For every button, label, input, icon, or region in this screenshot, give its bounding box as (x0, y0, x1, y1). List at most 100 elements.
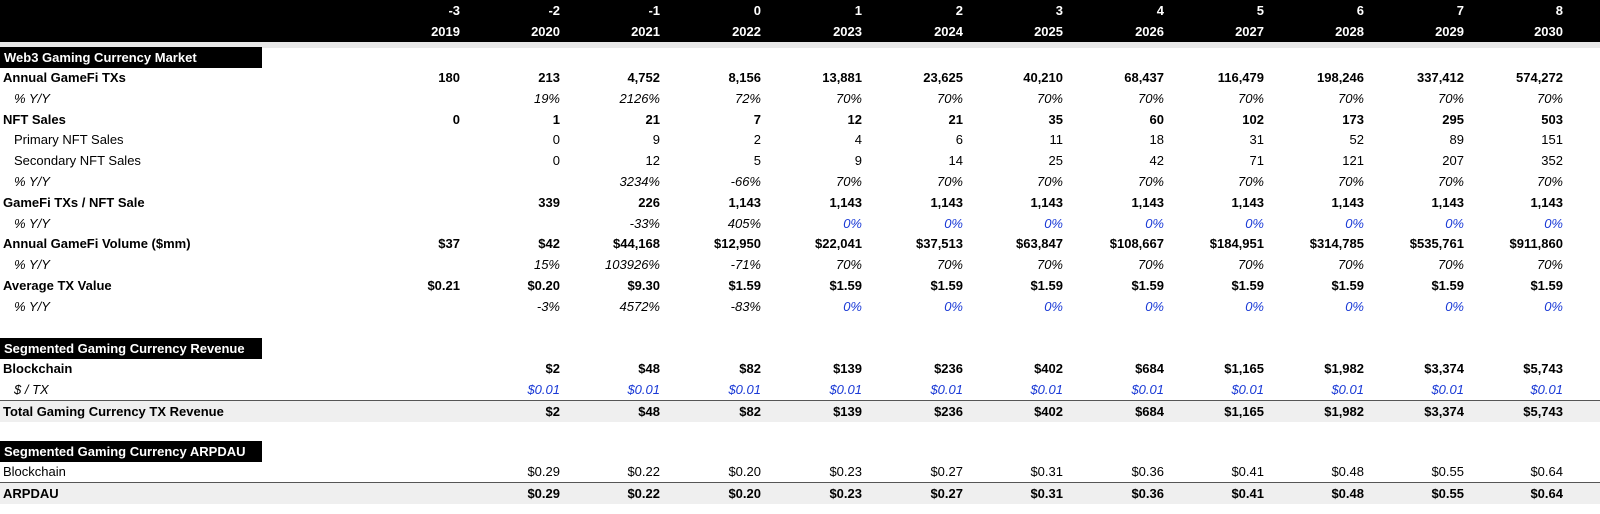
value-cell[interactable]: $0.01 (1431, 381, 1464, 397)
row-label[interactable]: Annual GameFi TXs (3, 70, 126, 85)
row-label[interactable]: Blockchain (3, 464, 66, 479)
value-cell[interactable]: $0.01 (1231, 381, 1264, 397)
value-cell[interactable]: 31 (1249, 132, 1264, 148)
value-cell[interactable]: $1.59 (1030, 278, 1063, 293)
value-cell[interactable]: $0.55 (1431, 464, 1464, 479)
value-cell[interactable] (365, 461, 460, 482)
value-cell[interactable]: $0.22 (627, 464, 660, 479)
header-year-cell[interactable]: 2023 (833, 24, 862, 39)
header-offset-cell[interactable]: -2 (548, 3, 560, 18)
value-cell[interactable]: 102 (1242, 111, 1264, 127)
header-year-cell[interactable]: 2022 (732, 24, 761, 39)
value-cell[interactable]: 21 (645, 111, 660, 127)
value-cell[interactable]: 0% (1544, 298, 1563, 314)
value-cell[interactable]: $0.01 (930, 381, 963, 397)
value-cell[interactable]: 7 (753, 111, 761, 127)
header-offset-cell[interactable]: 7 (1456, 3, 1464, 18)
value-cell[interactable]: 1,143 (1131, 194, 1164, 210)
value-cell[interactable]: $0.01 (1331, 381, 1364, 397)
value-cell[interactable]: $37,513 (916, 236, 963, 252)
value-cell[interactable]: 12 (645, 153, 660, 169)
value-cell[interactable]: 151 (1541, 132, 1563, 148)
value-cell[interactable]: 3234% (619, 174, 660, 189)
header-offset-cell[interactable]: 6 (1356, 3, 1364, 18)
value-cell[interactable]: 0 (552, 153, 560, 169)
value-cell[interactable]: $314,785 (1309, 236, 1364, 252)
value-cell[interactable]: 0% (1145, 298, 1164, 314)
header-year-cell[interactable]: 2019 (431, 24, 460, 39)
value-cell[interactable]: 70% (1536, 257, 1563, 273)
value-cell[interactable]: $0.41 (1231, 485, 1264, 501)
value-cell[interactable]: 18 (1149, 132, 1164, 148)
row-label[interactable]: Blockchain (3, 361, 73, 376)
header-year-cell[interactable]: 2027 (1235, 24, 1264, 39)
header-year-cell[interactable]: 2026 (1135, 24, 1164, 39)
value-cell[interactable]: 0% (843, 298, 862, 314)
value-cell[interactable]: 103926% (605, 257, 660, 273)
value-cell[interactable]: 0% (944, 215, 963, 231)
value-cell[interactable]: $12,950 (714, 236, 761, 252)
header-offset-cell[interactable]: -1 (648, 3, 660, 18)
value-cell[interactable]: $1.59 (1431, 278, 1464, 293)
value-cell[interactable]: $1.59 (1231, 278, 1264, 293)
value-cell[interactable]: 1,143 (829, 194, 862, 210)
value-cell[interactable] (365, 88, 460, 109)
value-cell[interactable]: $1,165 (1224, 403, 1264, 419)
value-cell[interactable]: 2126% (619, 90, 660, 106)
value-cell[interactable]: $44,168 (613, 236, 660, 252)
header-year-cell[interactable]: 2020 (531, 24, 560, 39)
value-cell[interactable]: 70% (936, 90, 963, 106)
value-cell[interactable]: $139 (833, 361, 862, 376)
row-label[interactable]: Average TX Value (3, 278, 112, 293)
value-cell[interactable] (365, 129, 460, 150)
value-cell[interactable]: 12 (847, 111, 862, 127)
value-cell[interactable]: $139 (833, 403, 862, 419)
row-label[interactable]: Primary NFT Sales (14, 132, 124, 148)
value-cell[interactable]: 0% (1345, 215, 1364, 231)
value-cell[interactable]: 70% (1536, 174, 1563, 189)
row-label[interactable]: NFT Sales (3, 111, 66, 127)
value-cell[interactable]: 70% (835, 90, 862, 106)
header-year-cell[interactable]: 2029 (1435, 24, 1464, 39)
value-cell[interactable]: 19% (533, 90, 560, 106)
value-cell[interactable]: 0% (1445, 215, 1464, 231)
value-cell[interactable]: 503 (1541, 111, 1563, 127)
value-cell[interactable]: $0.01 (527, 381, 560, 397)
value-cell[interactable]: $63,847 (1016, 236, 1063, 252)
value-cell[interactable]: 1,143 (930, 194, 963, 210)
header-offset-cell[interactable]: 2 (955, 3, 963, 18)
value-cell[interactable]: -71% (730, 257, 761, 273)
row-label[interactable]: % Y/Y (14, 257, 50, 273)
value-cell[interactable]: 9 (652, 132, 660, 148)
value-cell[interactable]: $0.27 (930, 485, 963, 501)
row-label[interactable]: % Y/Y (14, 298, 50, 314)
row-label[interactable]: Secondary NFT Sales (14, 153, 141, 169)
value-cell[interactable]: 70% (1337, 257, 1364, 273)
value-cell[interactable]: 1,143 (1030, 194, 1063, 210)
value-cell[interactable]: $1,982 (1324, 361, 1364, 376)
value-cell[interactable]: 0% (1245, 215, 1264, 231)
value-cell[interactable]: $82 (739, 361, 761, 376)
value-cell[interactable]: $3,374 (1424, 361, 1464, 376)
value-cell[interactable]: 14 (948, 153, 963, 169)
value-cell[interactable]: 70% (1036, 174, 1063, 189)
header-offset-cell[interactable]: 1 (854, 3, 862, 18)
value-cell[interactable]: 70% (1137, 257, 1164, 273)
value-cell[interactable]: 21 (948, 111, 963, 127)
value-cell[interactable]: -66% (730, 174, 761, 189)
value-cell[interactable]: 70% (1337, 174, 1364, 189)
header-year-cell[interactable]: 2025 (1034, 24, 1063, 39)
value-cell[interactable]: $0.21 (427, 278, 460, 293)
value-cell[interactable]: $0.01 (728, 381, 761, 397)
header-offset-cell[interactable]: 5 (1256, 3, 1264, 18)
value-cell[interactable]: $0.01 (1030, 381, 1063, 397)
value-cell[interactable]: $236 (934, 361, 963, 376)
value-cell[interactable] (465, 171, 560, 192)
value-cell[interactable] (365, 150, 460, 171)
row-label[interactable]: % Y/Y (14, 215, 50, 231)
header-year-cell[interactable]: 2028 (1335, 24, 1364, 39)
value-cell[interactable]: 1,143 (1231, 194, 1264, 210)
value-cell[interactable]: $37 (438, 236, 460, 252)
value-cell[interactable]: $0.01 (1131, 381, 1164, 397)
value-cell[interactable]: 4572% (619, 298, 660, 314)
